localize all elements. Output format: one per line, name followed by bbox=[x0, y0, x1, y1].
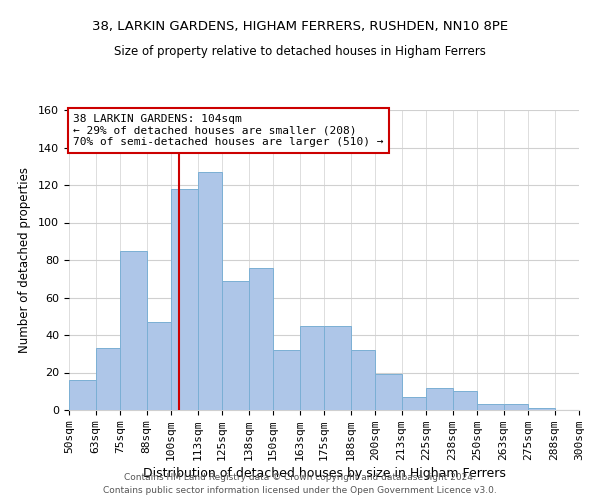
Bar bbox=[350, 350, 375, 410]
Bar bbox=[528, 408, 554, 410]
Bar bbox=[248, 268, 273, 410]
Text: Size of property relative to detached houses in Higham Ferrers: Size of property relative to detached ho… bbox=[114, 45, 486, 58]
Text: 38, LARKIN GARDENS, HIGHAM FERRERS, RUSHDEN, NN10 8PE: 38, LARKIN GARDENS, HIGHAM FERRERS, RUSH… bbox=[92, 20, 508, 33]
Bar bbox=[222, 280, 248, 410]
Text: 38 LARKIN GARDENS: 104sqm
← 29% of detached houses are smaller (208)
70% of semi: 38 LARKIN GARDENS: 104sqm ← 29% of detac… bbox=[73, 114, 383, 147]
Bar bbox=[401, 397, 426, 410]
Text: Contains HM Land Registry data © Crown copyright and database right 2024.: Contains HM Land Registry data © Crown c… bbox=[124, 472, 476, 482]
Text: Contains public sector information licensed under the Open Government Licence v3: Contains public sector information licen… bbox=[103, 486, 497, 495]
Bar bbox=[171, 188, 197, 410]
Bar bbox=[146, 322, 171, 410]
Bar bbox=[299, 326, 324, 410]
Y-axis label: Number of detached properties: Number of detached properties bbox=[18, 167, 31, 353]
Bar bbox=[452, 391, 477, 410]
Bar bbox=[426, 388, 452, 410]
Bar bbox=[69, 380, 95, 410]
Bar bbox=[375, 374, 401, 410]
Bar bbox=[95, 348, 120, 410]
Bar bbox=[273, 350, 299, 410]
Bar bbox=[324, 326, 350, 410]
Bar bbox=[197, 172, 222, 410]
X-axis label: Distribution of detached houses by size in Higham Ferrers: Distribution of detached houses by size … bbox=[143, 467, 505, 480]
Bar bbox=[120, 250, 146, 410]
Bar bbox=[503, 404, 528, 410]
Bar bbox=[477, 404, 503, 410]
